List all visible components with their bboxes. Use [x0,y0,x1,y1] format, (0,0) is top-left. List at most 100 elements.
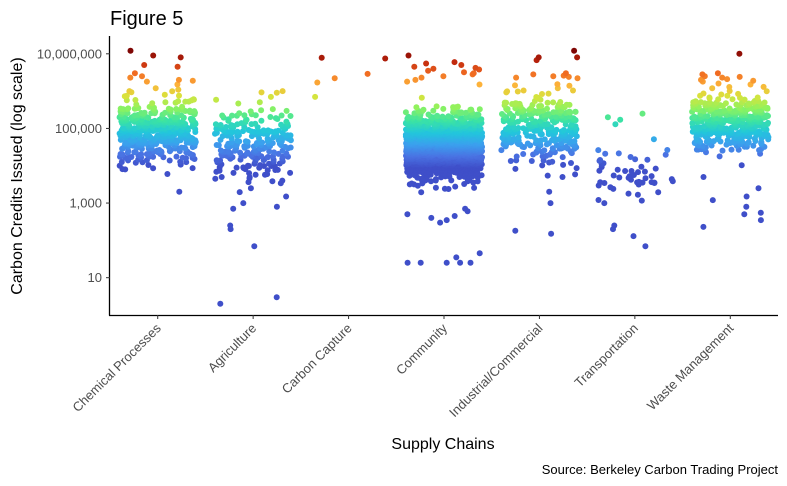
data-point [412,76,419,83]
data-point [572,171,579,178]
data-point [733,101,740,108]
data-point [616,174,623,181]
data-point [463,109,469,116]
x-category-label: Community [393,320,450,377]
data-point [549,158,556,165]
data-point [247,108,254,115]
data-point [571,138,578,145]
data-point [724,92,731,99]
data-point [726,84,733,90]
data-point [162,99,169,106]
data-point [535,54,542,61]
data-point [504,88,511,95]
data-point [445,113,452,120]
data-point [554,81,561,88]
data-point [757,217,764,224]
data-point [287,144,294,151]
data-point [604,114,611,121]
data-point [755,185,762,192]
data-point [266,148,273,155]
data-point [689,120,696,127]
data-point [279,177,286,184]
data-point [471,184,478,191]
data-point [472,64,479,71]
data-point [476,81,483,88]
data-point [662,151,669,158]
data-point [404,259,411,266]
data-point [212,175,219,182]
data-point [498,147,505,154]
data-point [541,147,548,154]
data-point [404,78,411,85]
data-point [635,169,641,176]
data-point [213,142,220,148]
data-point [119,125,126,131]
data-point [524,140,531,147]
data-point [428,214,435,221]
x-category-label: Carbon Capture [279,321,355,397]
data-point [405,52,412,59]
data-point [150,52,157,59]
data-point [123,92,130,99]
data-point [425,67,432,74]
data-point [230,205,237,212]
data-point [726,105,733,112]
data-point [166,157,173,164]
data-point [574,75,581,82]
data-point [189,77,196,84]
data-point [628,168,635,174]
data-point [126,88,133,95]
data-point [441,185,448,192]
y-tick-label: 100,000 [55,121,102,136]
data-point [706,99,713,106]
data-point [743,193,750,200]
data-point [537,118,544,124]
data-point [709,85,716,92]
data-point [642,175,649,182]
data-point [154,132,161,139]
data-point [228,122,235,129]
data-point [217,122,224,128]
data-point [283,118,290,125]
data-point [736,50,743,57]
y-tick-label: 1,000 [69,196,102,211]
data-point [715,80,722,87]
data-point [275,127,282,134]
data-point [175,86,182,93]
data-point [273,294,280,301]
data-point [271,149,277,156]
data-point [432,176,439,183]
data-point [141,62,148,68]
data-point [404,211,411,218]
data-point [175,76,182,83]
data-point [462,205,469,212]
data-point [143,78,150,85]
data-point [632,156,639,163]
data-point [405,113,412,120]
data-point [560,161,567,168]
data-point [236,110,243,117]
data-point [750,142,757,149]
data-point [284,132,291,139]
data-point [615,150,622,157]
data-point [151,117,158,124]
data-point [607,184,614,191]
data-point [118,159,125,165]
data-point [174,81,181,88]
data-point [178,112,185,119]
data-point [233,164,240,171]
data-point [217,147,224,154]
data-point [283,193,290,200]
data-point [252,120,259,127]
data-point [439,113,446,120]
data-point [176,92,182,99]
data-point [560,127,567,133]
data-point [602,150,609,157]
data-point [176,188,183,195]
data-point [562,70,569,77]
data-point [728,146,735,153]
data-point [501,99,508,106]
data-point [638,197,645,204]
data-point [190,96,197,103]
data-point [179,103,186,110]
